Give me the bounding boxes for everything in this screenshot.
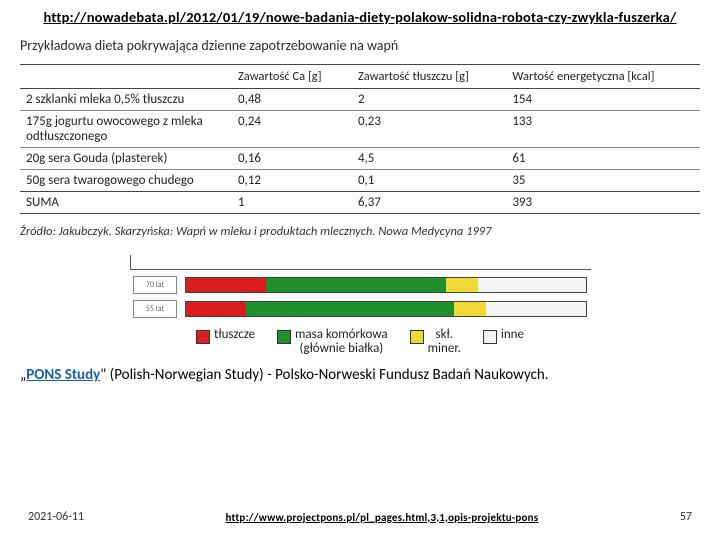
footer-date: 2021-06-11 bbox=[28, 510, 84, 524]
content-area: Przykładowa dieta pokrywająca dzienne za… bbox=[0, 31, 720, 357]
bar-segment bbox=[186, 278, 266, 292]
table-header: Wartość energetyczna [kcal] bbox=[506, 64, 700, 88]
top-url-link[interactable]: http://nowadebata.pl/2012/01/19/nowe-bad… bbox=[0, 0, 720, 31]
table-cell: 35 bbox=[506, 169, 700, 191]
bar-segment bbox=[478, 278, 586, 292]
table-cell: 1 bbox=[232, 191, 352, 213]
table-cell: 393 bbox=[506, 191, 700, 213]
legend-label: tłuszcze bbox=[214, 328, 255, 342]
table-cell: 154 bbox=[506, 88, 700, 110]
chart-scale bbox=[130, 255, 591, 270]
source-citation: Źródło: Jakubczyk, Skarzyńska: Wapń w ml… bbox=[20, 224, 700, 239]
table-cell: 20g sera Gouda (plasterek) bbox=[20, 147, 232, 169]
stacked-bar bbox=[185, 301, 587, 317]
bar-row: 70 lat bbox=[90, 276, 630, 294]
footer-link[interactable]: http://www.projectpons.pl/pl_pages.html,… bbox=[84, 511, 680, 524]
footer-page-number: 57 bbox=[680, 510, 692, 524]
table-header: Zawartość Ca [g] bbox=[232, 64, 352, 88]
table-row: 20g sera Gouda (plasterek)0,164,561 bbox=[20, 147, 700, 169]
legend-item: skł.miner. bbox=[410, 328, 461, 357]
bar-segment bbox=[246, 302, 454, 316]
bar-segment bbox=[186, 302, 246, 316]
table-cell: 2 szklanki mleka 0,5% tłuszczu bbox=[20, 88, 232, 110]
table-cell: SUMA bbox=[20, 191, 232, 213]
table-cell: 0,1 bbox=[352, 169, 506, 191]
legend-swatch bbox=[196, 330, 210, 344]
bar-row: 55 lat bbox=[90, 300, 630, 318]
chart-legend: tłuszcze masa komórkowa(głównie białka) sk… bbox=[60, 328, 660, 357]
table-title: Przykładowa dieta pokrywająca dzienne za… bbox=[20, 37, 700, 54]
pons-rest-text: " (Polish-Norwegian Study) - Polsko-Norw… bbox=[100, 366, 548, 384]
bar-segment bbox=[446, 278, 478, 292]
table-cell: 0,48 bbox=[232, 88, 352, 110]
legend-label: skł.miner. bbox=[428, 328, 461, 357]
legend-item: inne bbox=[483, 328, 524, 344]
table-cell: 6,37 bbox=[352, 191, 506, 213]
legend-swatch bbox=[410, 330, 424, 344]
table-cell: 133 bbox=[506, 110, 700, 147]
legend-label: masa komórkowa(głównie białka) bbox=[295, 328, 388, 357]
bar-segment bbox=[454, 302, 486, 316]
table-row: 175g jogurtu owocowego z mleka odtłuszcz… bbox=[20, 110, 700, 147]
legend-item: tłuszcze bbox=[196, 328, 255, 344]
table-header: Zawartość tłuszczu [g] bbox=[352, 64, 506, 88]
bar-label: 55 lat bbox=[133, 300, 177, 318]
table-cell: 0,23 bbox=[352, 110, 506, 147]
legend-swatch bbox=[483, 330, 497, 344]
bar-label: 70 lat bbox=[133, 276, 177, 294]
table-cell: 0,24 bbox=[232, 110, 352, 147]
pons-study-link[interactable]: PONS Study bbox=[26, 366, 100, 384]
bar-segment bbox=[266, 278, 446, 292]
diet-table: Zawartość Ca [g]Zawartość tłuszczu [g]Wa… bbox=[20, 64, 700, 214]
bar-segment bbox=[486, 302, 586, 316]
legend-swatch bbox=[277, 330, 291, 344]
table-row: 2 szklanki mleka 0,5% tłuszczu0,482154 bbox=[20, 88, 700, 110]
slide-footer: 2021-06-11 http://www.projectpons.pl/pl_… bbox=[0, 510, 720, 524]
body-composition-chart: 70 lat 55 lat tłuszcze masa komórkowa(głów… bbox=[20, 255, 700, 357]
legend-label: inne bbox=[501, 328, 524, 342]
table-row: 50g sera twarogowego chudego0,120,135 bbox=[20, 169, 700, 191]
table-cell: 0,12 bbox=[232, 169, 352, 191]
table-row: SUMA16,37393 bbox=[20, 191, 700, 213]
legend-item: masa komórkowa(głównie białka) bbox=[277, 328, 388, 357]
table-header bbox=[20, 64, 232, 88]
table-cell: 4,5 bbox=[352, 147, 506, 169]
table-cell: 2 bbox=[352, 88, 506, 110]
pons-study-line: „PONS Study" (Polish-Norwegian Study) - … bbox=[0, 356, 720, 384]
stacked-bar bbox=[185, 277, 587, 293]
table-cell: 50g sera twarogowego chudego bbox=[20, 169, 232, 191]
table-cell: 61 bbox=[506, 147, 700, 169]
table-cell: 0,16 bbox=[232, 147, 352, 169]
table-cell: 175g jogurtu owocowego z mleka odtłuszcz… bbox=[20, 110, 232, 147]
